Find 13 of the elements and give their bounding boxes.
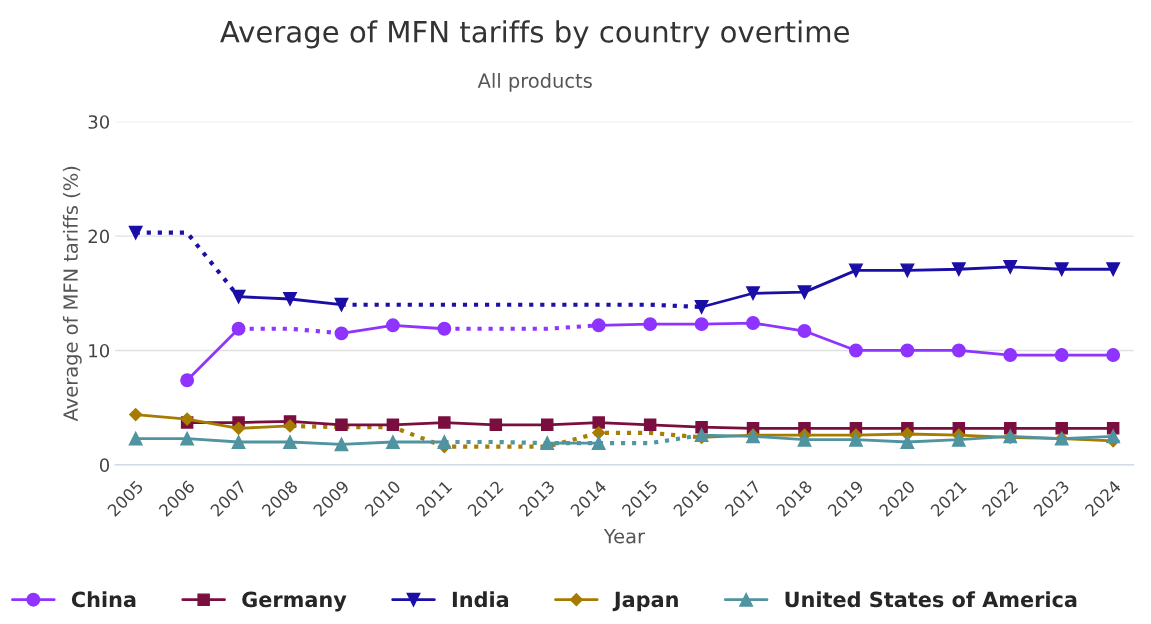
- y-tick-label: 20: [88, 229, 110, 244]
- legend-label: Germany: [242, 591, 347, 612]
- legend-label: China: [71, 591, 136, 608]
- y-axis-title: Average of MFN tariffs (%): [62, 166, 82, 422]
- chart-subtitle: All products: [477, 72, 592, 92]
- y-tick-label: 0: [99, 458, 110, 472]
- legend-label: United States of America: [785, 591, 1077, 608]
- y-tick-label: 30: [88, 115, 110, 129]
- legend-label: Japan: [612, 591, 678, 612]
- y-tick-label: 10: [89, 343, 110, 358]
- legend-label: India: [452, 591, 509, 608]
- x-axis-title: Year: [603, 529, 645, 544]
- chart-title: Average of MFN tariffs by country overtime: [220, 20, 849, 49]
